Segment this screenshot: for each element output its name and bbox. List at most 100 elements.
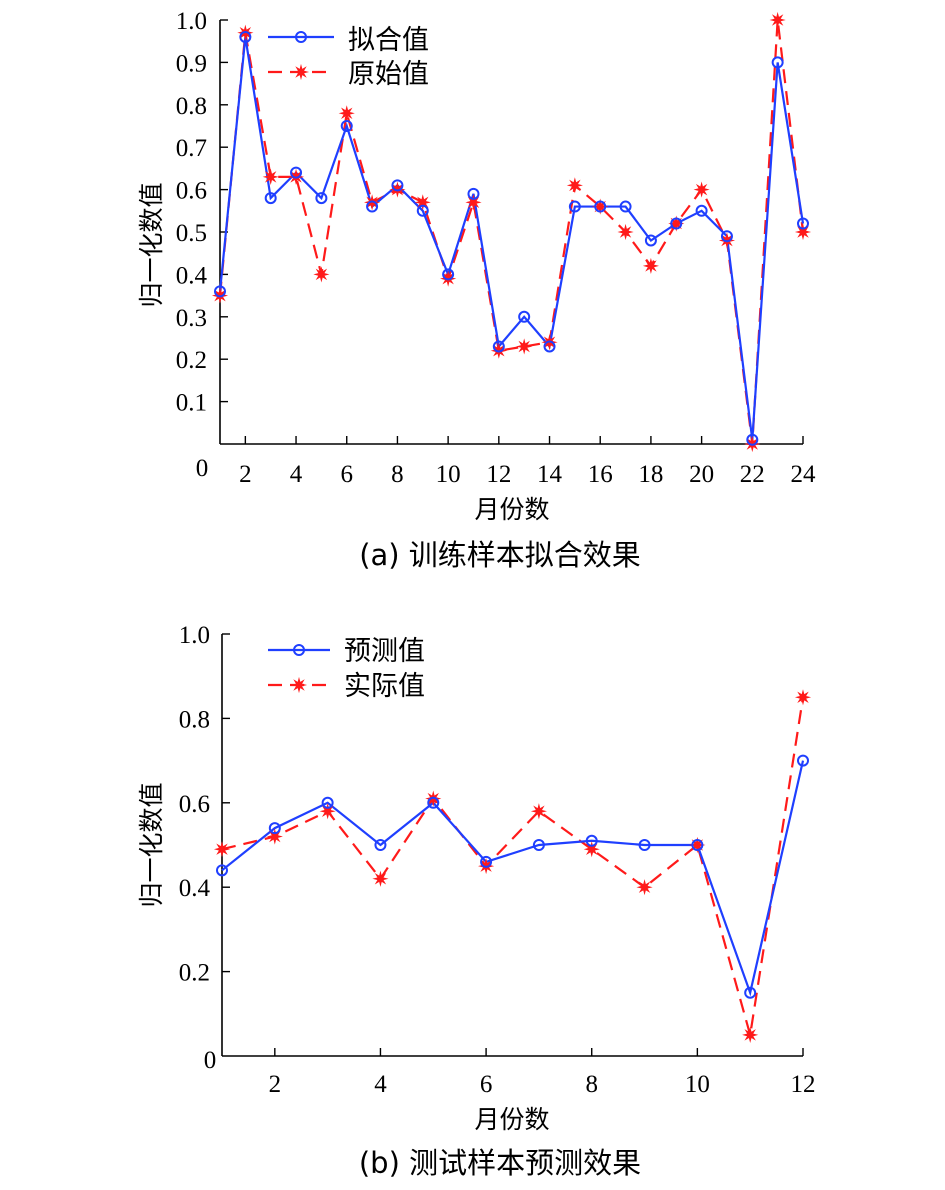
series-line-a-1 bbox=[218, 19, 805, 445]
y-tick-label-a: 0.2 bbox=[176, 347, 207, 374]
data-point-a-1 bbox=[693, 181, 710, 198]
y-axis-label-a: 归一化数值 bbox=[137, 182, 166, 307]
x-tick-label-a: 24 bbox=[791, 461, 817, 488]
data-point-a-0 bbox=[315, 192, 328, 205]
data-point-b-0 bbox=[321, 796, 334, 809]
data-point-a-0 bbox=[695, 204, 708, 217]
chart-a: 00.10.20.30.40.50.60.70.80.91.02 4 6 8 10 12 1… bbox=[137, 8, 816, 572]
data-point-a-0 bbox=[264, 192, 277, 205]
data-point-a-0 bbox=[746, 433, 759, 446]
y-tick-label-a: 0.9 bbox=[176, 50, 207, 77]
x-tick-label-a: 22 bbox=[740, 461, 765, 488]
data-point-b-1 bbox=[319, 803, 336, 820]
data-point-b-0 bbox=[480, 855, 493, 868]
data-point-a-0 bbox=[442, 268, 455, 281]
data-point-a-0 bbox=[492, 340, 505, 353]
y-tick-label-a: 0.6 bbox=[176, 178, 207, 205]
x-tick-label-b: 8 bbox=[585, 1071, 598, 1098]
data-point-a-0 bbox=[543, 340, 556, 353]
data-point-a-0 bbox=[720, 230, 733, 243]
series-line-a-0 bbox=[218, 36, 805, 440]
chart-b: 0 0.2 0.4 0.6 0.8 1.0 2 4 6 8 10 12 归一化数值 月份数 (b) 测… bbox=[137, 622, 816, 1180]
data-point-b-0 bbox=[797, 754, 809, 767]
y-tick-label-b: 0 bbox=[204, 1047, 217, 1074]
data-point-b-0 bbox=[585, 834, 598, 847]
y-tick-label-a: 0.7 bbox=[176, 135, 207, 162]
data-point-a-0 bbox=[797, 217, 809, 230]
legend-marker-a-0 bbox=[295, 31, 307, 43]
y-tick-label-b: 1.0 bbox=[179, 622, 210, 649]
data-point-a-0 bbox=[214, 285, 226, 298]
series-line-b-0 bbox=[221, 760, 805, 997]
data-point-b-1 bbox=[636, 879, 653, 896]
data-point-a-0 bbox=[366, 200, 379, 213]
data-point-a-0 bbox=[290, 166, 303, 179]
series-line-b-1 bbox=[221, 697, 805, 1036]
y-tick-label-a: 0.3 bbox=[176, 305, 207, 332]
data-point-a-1 bbox=[566, 177, 583, 194]
y-tick-label-b: 0.2 bbox=[179, 960, 210, 987]
data-point-a-0 bbox=[619, 200, 632, 213]
x-axis-label-a: 月份数 bbox=[474, 495, 549, 524]
legend-marker-b-1 bbox=[290, 676, 308, 694]
data-point-a-0 bbox=[594, 200, 607, 213]
data-point-a-0 bbox=[391, 179, 404, 192]
x-tick-label-b: 6 bbox=[480, 1071, 493, 1098]
caption-b: (b) 测试样本预测效果 bbox=[359, 1146, 641, 1180]
x-tick-label-a: 16 bbox=[588, 461, 613, 488]
y-tick-label-a: 0.5 bbox=[176, 220, 207, 247]
x-tick-label-a: 8 bbox=[391, 461, 404, 488]
legend-label-a-0: 拟合值 bbox=[348, 25, 429, 56]
x-tick-label-b: 2 bbox=[269, 1071, 282, 1098]
data-point-b-1 bbox=[530, 803, 547, 820]
y-axis-label-b: 归一化数值 bbox=[137, 782, 166, 907]
data-point-b-0 bbox=[268, 822, 281, 835]
x-tick-label-a: 12 bbox=[486, 461, 511, 488]
x-tick-label-b: 12 bbox=[791, 1071, 816, 1098]
x-axis-label-b: 月份数 bbox=[474, 1105, 549, 1134]
x-tick-label-b: 4 bbox=[374, 1071, 387, 1098]
plot-area-b: 0 0.2 0.4 0.6 0.8 1.0 2 4 6 8 10 12 bbox=[179, 622, 816, 1098]
x-tick-label-a: 18 bbox=[638, 461, 663, 488]
data-point-a-0 bbox=[239, 30, 252, 43]
data-point-a-0 bbox=[467, 187, 480, 200]
data-point-a-0 bbox=[670, 217, 683, 230]
data-point-a-1 bbox=[262, 168, 279, 185]
y-tick-label-b: 0.8 bbox=[179, 706, 210, 733]
y-tick-label-a: 0.8 bbox=[176, 93, 207, 120]
data-point-b-0 bbox=[691, 839, 704, 851]
data-point-b-0 bbox=[744, 986, 757, 999]
data-point-b-0 bbox=[427, 796, 440, 809]
y-tick-label-b: 0.4 bbox=[179, 875, 211, 902]
x-tick-label-a: 6 bbox=[340, 461, 353, 488]
data-point-b-1 bbox=[213, 841, 231, 858]
data-point-a-1 bbox=[414, 194, 431, 211]
data-point-a-0 bbox=[518, 310, 531, 323]
data-point-a-0 bbox=[568, 200, 581, 213]
legend-marker-a-1 bbox=[292, 63, 310, 81]
data-point-b-0 bbox=[532, 839, 545, 851]
data-point-a-0 bbox=[644, 234, 657, 247]
data-point-a-1 bbox=[642, 257, 659, 274]
data-point-b-1 bbox=[794, 689, 812, 706]
caption-a: (a) 训练样本拟合效果 bbox=[359, 538, 641, 572]
data-point-a-0 bbox=[340, 120, 353, 132]
legend-marker-b-0 bbox=[293, 644, 305, 656]
data-point-b-1 bbox=[266, 828, 283, 845]
data-point-a-1 bbox=[794, 223, 812, 241]
legend-label-b-0: 预测值 bbox=[344, 636, 425, 667]
data-point-b-1 bbox=[372, 870, 389, 887]
data-point-a-1 bbox=[313, 266, 330, 283]
y-tick-label-b: 0.6 bbox=[179, 791, 210, 818]
x-tick-label-a: 2 bbox=[239, 461, 252, 488]
x-tick-label-a: 10 bbox=[436, 461, 461, 488]
data-point-b-0 bbox=[638, 839, 651, 851]
data-point-b-0 bbox=[216, 864, 228, 877]
plot-area-a: 00.10.20.30.40.50.60.70.80.91.02 4 6 8 10 12 1… bbox=[176, 8, 816, 488]
y-tick-label-a: 0.4 bbox=[176, 262, 208, 289]
data-point-a-1 bbox=[516, 338, 533, 355]
data-point-a-0 bbox=[771, 56, 784, 69]
x-tick-label-a: 4 bbox=[290, 461, 303, 488]
y-tick-label-a: 0 bbox=[196, 455, 209, 482]
